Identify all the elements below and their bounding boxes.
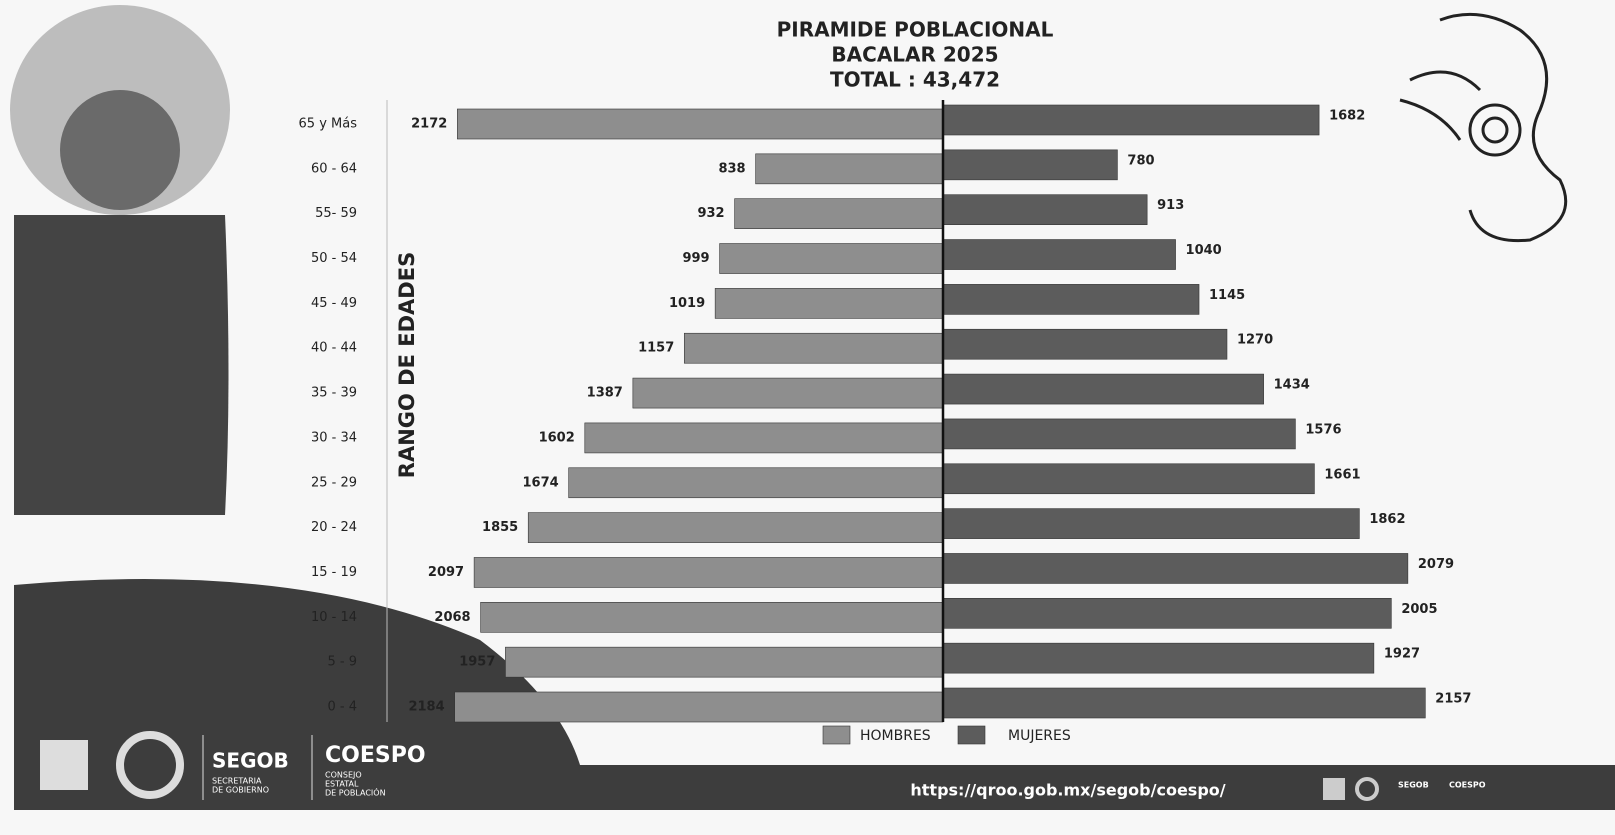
category-label: 45 - 49: [311, 296, 357, 311]
left-panel: [14, 215, 229, 515]
bar: [943, 509, 1359, 539]
bar: [455, 692, 943, 722]
legend-label: HOMBRES: [860, 728, 931, 744]
bar: [528, 513, 943, 543]
chart-title: TOTAL : 43,472: [830, 68, 1000, 92]
category-label: 10 - 14: [311, 610, 357, 625]
logo: [40, 740, 88, 790]
value-label: 1145: [1209, 288, 1245, 303]
value-label: 1576: [1305, 422, 1341, 437]
mini-segob: SEGOB: [1398, 781, 1429, 790]
bar: [481, 602, 943, 632]
coespo-sub: ESTATAL: [325, 780, 359, 789]
value-label: 1270: [1237, 333, 1273, 348]
bar: [943, 553, 1408, 583]
bar: [943, 105, 1319, 135]
bar: [684, 333, 943, 363]
legend-swatch: [958, 726, 985, 744]
value-label: 2172: [411, 117, 447, 132]
value-label: 838: [718, 161, 745, 176]
value-label: 2157: [1435, 692, 1471, 707]
value-label: 999: [682, 251, 709, 266]
page: RANGO DE EDADES PIRAMIDE POBLACIONAL BAC…: [0, 0, 1615, 835]
bar: [943, 240, 1176, 270]
category-label: 15 - 19: [311, 565, 357, 580]
bar: [505, 647, 943, 677]
category-label: 0 - 4: [328, 700, 358, 715]
chart-title: PIRAMIDE POBLACIONAL: [777, 18, 1054, 42]
category-label: 60 - 64: [311, 161, 357, 176]
bar: [943, 374, 1264, 404]
bar: [457, 109, 943, 139]
bar: [474, 557, 943, 587]
value-label: 1682: [1329, 109, 1365, 124]
value-label: 1674: [523, 475, 559, 490]
category-label: 50 - 54: [311, 251, 357, 266]
value-label: 1434: [1274, 378, 1310, 393]
bar: [735, 199, 943, 229]
value-label: 1855: [482, 520, 518, 535]
segob: SEGOB: [212, 749, 289, 773]
value-label: 2005: [1401, 602, 1437, 617]
value-label: 913: [1157, 198, 1184, 213]
bar: [943, 643, 1374, 673]
category-label: 5 - 9: [328, 655, 358, 670]
value-label: 1040: [1186, 243, 1222, 258]
bar: [715, 288, 943, 318]
value-label: 2097: [428, 565, 464, 580]
bar: [943, 195, 1147, 225]
category-label: 30 - 34: [311, 430, 357, 445]
coespo-sub: DE POBLACIÓN: [325, 787, 386, 798]
category-label: 65 y Más: [299, 117, 358, 132]
value-label: 1019: [669, 296, 705, 311]
bar: [756, 154, 943, 184]
coespo-sub: CONSEJO: [325, 771, 362, 780]
legend-swatch: [823, 726, 850, 744]
bar: [633, 378, 943, 408]
value-label: 780: [1127, 153, 1154, 168]
value-label: 1927: [1384, 647, 1420, 662]
url[interactable]: https://qroo.gob.mx/segob/coespo/: [910, 781, 1225, 800]
category-label: 35 - 39: [311, 386, 357, 401]
chart: RANGO DE EDADES PIRAMIDE POBLACIONAL BAC…: [0, 0, 1615, 835]
coespo: COESPO: [325, 743, 426, 768]
category-label: 20 - 24: [311, 520, 357, 535]
logo: [1323, 778, 1345, 800]
value-label: 1661: [1324, 467, 1360, 482]
value-label: 1862: [1369, 512, 1405, 527]
value-label: 1957: [459, 655, 495, 670]
value-label: 932: [697, 206, 724, 221]
globe: [60, 90, 180, 210]
segob-sub: SECRETARIA: [212, 777, 262, 786]
value-label: 2079: [1418, 557, 1454, 572]
bar: [943, 150, 1117, 180]
bar: [585, 423, 943, 453]
value-label: 1602: [539, 430, 575, 445]
bar: [569, 468, 943, 498]
category-label: 55- 59: [315, 206, 357, 221]
bar: [943, 464, 1314, 494]
segob-sub: DE GOBIERNO: [212, 786, 269, 795]
bar: [943, 329, 1227, 359]
value-label: 2068: [434, 610, 470, 625]
y-axis-label: RANGO DE EDADES: [395, 252, 419, 478]
bar: [720, 244, 943, 274]
value-label: 2184: [408, 700, 444, 715]
bar: [943, 688, 1425, 718]
bar: [943, 419, 1295, 449]
bar: [943, 598, 1391, 628]
chart-title: BACALAR 2025: [831, 43, 998, 67]
mini-coespo: COESPO: [1449, 781, 1486, 790]
category-label: 40 - 44: [311, 341, 357, 356]
bar: [943, 284, 1199, 314]
value-label: 1387: [587, 386, 623, 401]
legend-label: MUJERES: [1008, 728, 1071, 744]
category-label: 25 - 29: [311, 475, 357, 490]
value-label: 1157: [638, 341, 674, 356]
